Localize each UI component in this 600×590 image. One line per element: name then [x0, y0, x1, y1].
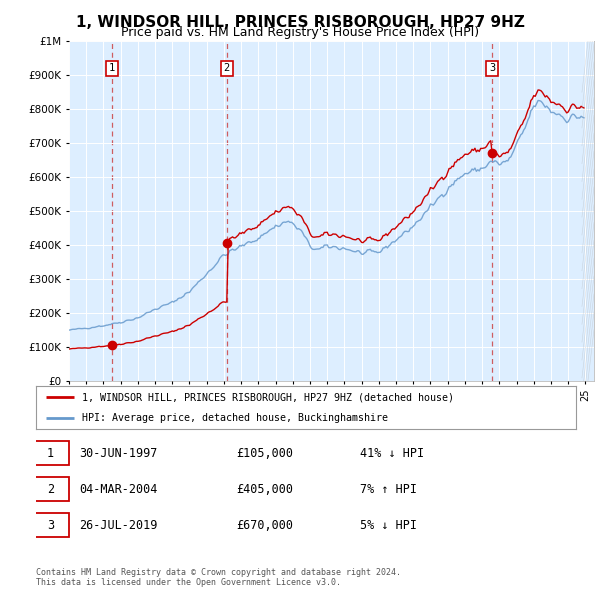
Text: HPI: Average price, detached house, Buckinghamshire: HPI: Average price, detached house, Buck… [82, 414, 388, 423]
Text: Price paid vs. HM Land Registry's House Price Index (HPI): Price paid vs. HM Land Registry's House … [121, 26, 479, 39]
Text: £405,000: £405,000 [236, 483, 293, 496]
Text: 1, WINDSOR HILL, PRINCES RISBOROUGH, HP27 9HZ: 1, WINDSOR HILL, PRINCES RISBOROUGH, HP2… [76, 15, 524, 30]
Text: 7% ↑ HPI: 7% ↑ HPI [360, 483, 417, 496]
Text: 41% ↓ HPI: 41% ↓ HPI [360, 447, 424, 460]
Text: 2: 2 [47, 483, 54, 496]
Text: 5% ↓ HPI: 5% ↓ HPI [360, 519, 417, 532]
Text: 30-JUN-1997: 30-JUN-1997 [79, 447, 158, 460]
Text: 3: 3 [47, 519, 54, 532]
Text: £105,000: £105,000 [236, 447, 293, 460]
FancyBboxPatch shape [32, 513, 69, 537]
Text: 26-JUL-2019: 26-JUL-2019 [79, 519, 158, 532]
Text: 2: 2 [224, 64, 230, 73]
Text: 1: 1 [47, 447, 54, 460]
Text: 1: 1 [109, 64, 115, 73]
Text: 3: 3 [489, 64, 495, 73]
Text: 1, WINDSOR HILL, PRINCES RISBOROUGH, HP27 9HZ (detached house): 1, WINDSOR HILL, PRINCES RISBOROUGH, HP2… [82, 392, 454, 402]
Text: £670,000: £670,000 [236, 519, 293, 532]
Text: 04-MAR-2004: 04-MAR-2004 [79, 483, 158, 496]
Text: Contains HM Land Registry data © Crown copyright and database right 2024.
This d: Contains HM Land Registry data © Crown c… [36, 568, 401, 587]
FancyBboxPatch shape [32, 441, 69, 465]
FancyBboxPatch shape [32, 477, 69, 501]
